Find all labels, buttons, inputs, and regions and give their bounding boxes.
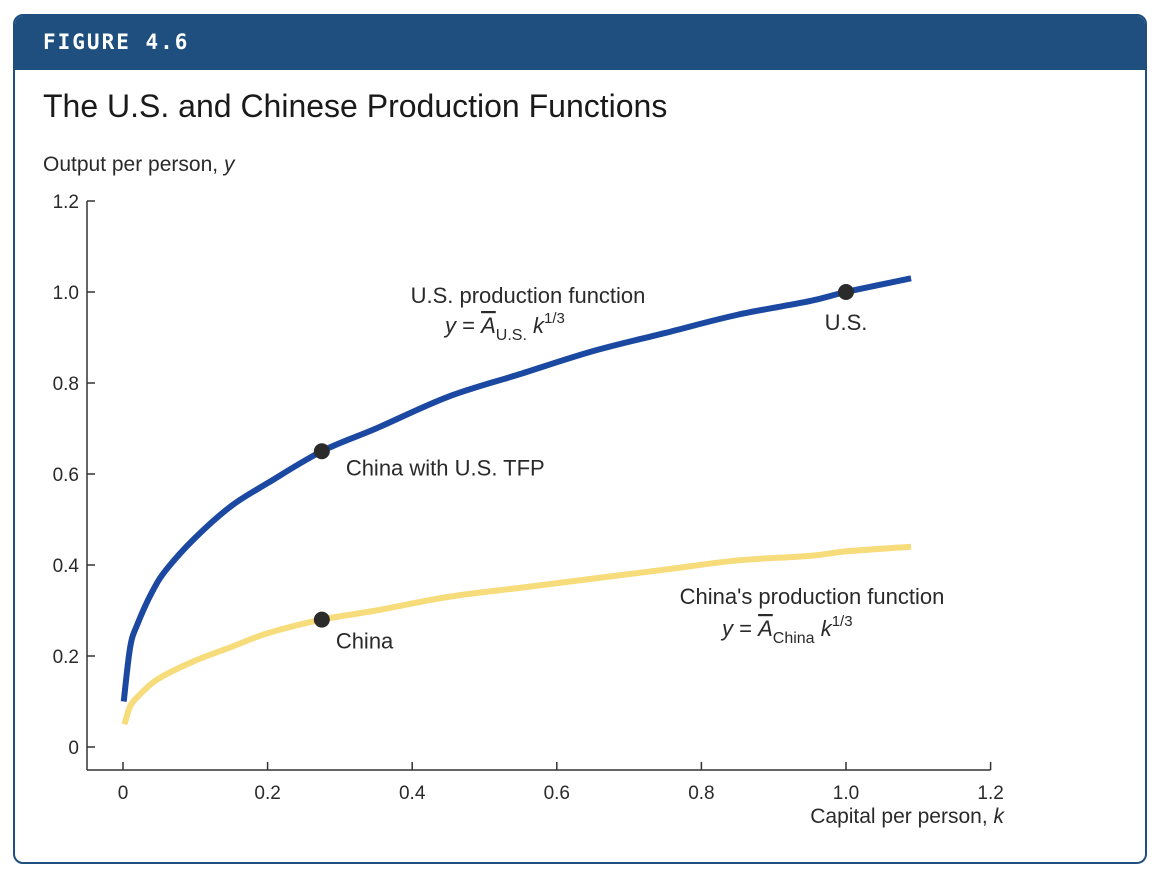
us-point <box>838 284 854 300</box>
china-with-us-tfp-point <box>313 443 330 460</box>
x-tick-label: 1.0 <box>833 783 859 804</box>
figure-label: FIGURE 4.6 <box>43 30 190 54</box>
chart-axes: 0 0.2 0.4 0.6 0.8 1.0 1.2 0 0.2 0.4 0.6 0.8 1.0 1.2 <box>53 192 1004 804</box>
figure-frame: FIGURE 4.6 The U.S. and Chinese Producti… <box>13 14 1147 864</box>
y-tick-label: 0.8 <box>53 374 79 395</box>
us-production-curve <box>120 275 912 702</box>
y-tick-label: 1.2 <box>53 192 79 213</box>
chart-curves <box>120 275 912 726</box>
y-tick-label: 0.4 <box>53 556 80 577</box>
china-with-us-tfp-point-label: China with U.S. TFP <box>346 455 545 480</box>
figure-title: The U.S. and Chinese Production Function… <box>43 88 668 124</box>
china-point-label: China <box>336 629 394 654</box>
china-equation: y = AChina k1/3 <box>720 613 853 647</box>
y-tick-label: 0 <box>68 738 79 759</box>
us-point-label: U.S. <box>825 310 868 335</box>
x-tick-label: 0 <box>118 783 129 804</box>
y-tick-label: 1.0 <box>53 283 79 304</box>
y-tick-label: 0.6 <box>53 465 79 486</box>
x-tick-label: 0.6 <box>544 783 570 804</box>
x-tick-label: 1.2 <box>977 783 1003 804</box>
china-series-label: China's production function <box>680 584 945 609</box>
x-tick-label: 0.8 <box>688 783 714 804</box>
x-tick-label: 0.4 <box>399 783 426 804</box>
x-axis-label: Capital per person, k <box>810 805 1005 828</box>
us-series-label: U.S. production function <box>411 283 646 308</box>
chart-points: U.S. China with U.S. TFP China <box>313 284 868 654</box>
y-axis-label: Output per person, y <box>43 153 236 176</box>
china-point <box>313 611 330 628</box>
us-equation: y = AU.S. k1/3 <box>443 310 565 344</box>
x-tick-label: 0.2 <box>254 783 280 804</box>
china-production-curve <box>121 543 912 726</box>
figure-banner: FIGURE 4.6 <box>15 16 1145 70</box>
y-tick-label: 0.2 <box>53 647 79 668</box>
